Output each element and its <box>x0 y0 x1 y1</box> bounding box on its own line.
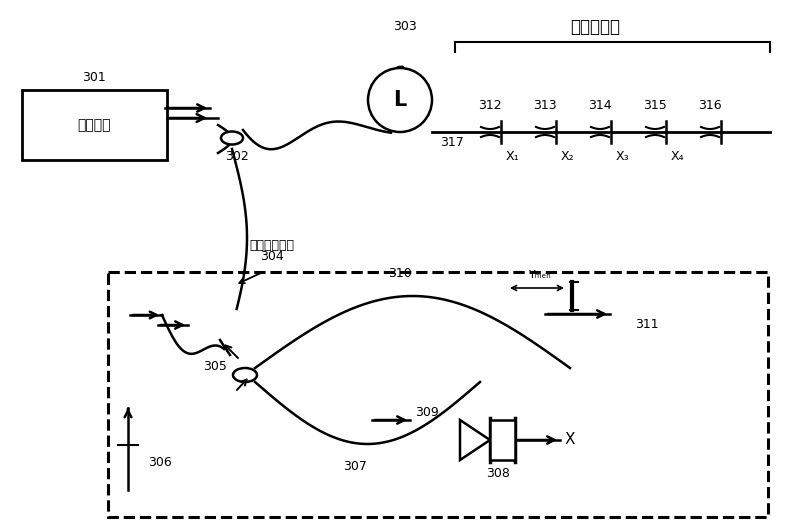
Text: 312: 312 <box>478 99 502 112</box>
FancyBboxPatch shape <box>108 272 768 517</box>
Text: 303: 303 <box>393 20 417 33</box>
Text: 307: 307 <box>343 460 367 473</box>
Polygon shape <box>460 420 490 460</box>
Text: 304: 304 <box>260 250 284 263</box>
Text: X₂: X₂ <box>560 150 574 163</box>
Text: 315: 315 <box>643 99 667 112</box>
Text: 308: 308 <box>486 467 510 480</box>
Text: 313: 313 <box>533 99 557 112</box>
Text: 310: 310 <box>388 267 412 280</box>
Text: 301: 301 <box>82 71 106 84</box>
FancyBboxPatch shape <box>22 90 167 160</box>
Text: X: X <box>565 432 575 447</box>
Text: 314: 314 <box>588 99 612 112</box>
Bar <box>490 420 515 460</box>
Text: 宽谱光源: 宽谱光源 <box>78 118 110 132</box>
Text: 305: 305 <box>203 360 227 373</box>
Text: X₁: X₁ <box>505 150 519 163</box>
Text: X₄: X₄ <box>670 150 684 163</box>
Text: 316: 316 <box>698 99 722 112</box>
Text: Yₘₑₙ: Yₘₑₙ <box>529 270 551 280</box>
Text: L: L <box>394 90 406 110</box>
Ellipse shape <box>221 131 243 145</box>
Ellipse shape <box>233 368 257 382</box>
Text: 309: 309 <box>415 407 438 420</box>
Text: X₃: X₃ <box>615 150 629 163</box>
Text: 302: 302 <box>225 150 249 163</box>
Text: 光程自相关器: 光程自相关器 <box>250 239 294 252</box>
Text: 306: 306 <box>148 455 172 469</box>
Text: 311: 311 <box>635 317 658 331</box>
Text: 317: 317 <box>440 136 464 149</box>
Circle shape <box>368 68 432 132</box>
Text: 传感器阵列: 传感器阵列 <box>570 18 620 36</box>
